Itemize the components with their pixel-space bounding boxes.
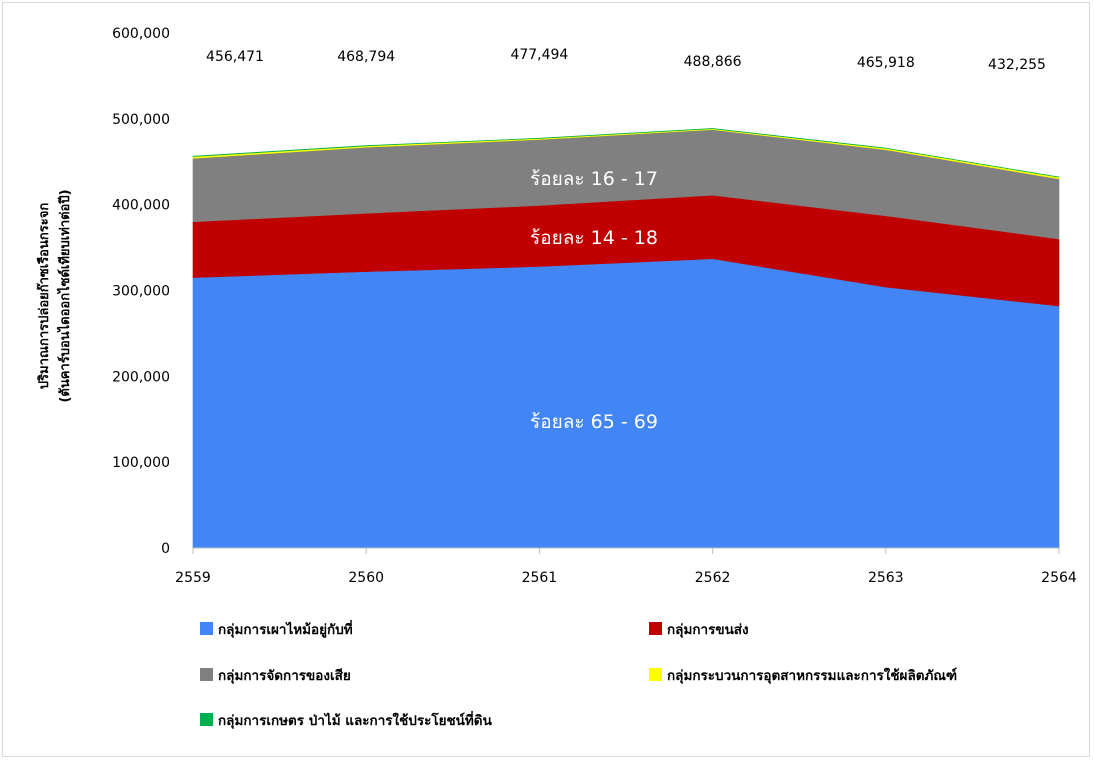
- y-tick-label-4: 400,000: [112, 198, 170, 214]
- legend-label-0: กลุ่มการเผาไหม้อยู่กับที่: [218, 619, 353, 638]
- legend-label-3: กลุ่มกระบวนการอุตสาหกรรมและการใช้ผลิตภัณ…: [667, 667, 957, 684]
- x-tick-label-5: 2564: [1041, 570, 1077, 586]
- y-tick-label-1: 100,000: [112, 455, 170, 471]
- legend-label-4: กลุ่มการเกษตร ป่าไม้ และการใช้ประโยชน์ที…: [218, 710, 493, 729]
- y-tick-label-0: 0: [161, 541, 170, 557]
- x-tick-label-1: 2560: [348, 570, 384, 586]
- y-tick-label-6: 600,000: [112, 26, 170, 42]
- y-tick-label-3: 300,000: [112, 284, 170, 300]
- legend-swatch-4: [200, 713, 213, 726]
- area-label-0: ร้อยละ 65 - 69: [530, 411, 658, 433]
- total-label-4: 465,918: [857, 55, 915, 71]
- total-label-2: 477,494: [510, 47, 568, 63]
- area-series-4: [192, 128, 1060, 178]
- y-tick-label-2: 200,000: [112, 369, 170, 385]
- total-label-1: 468,794: [337, 49, 395, 65]
- legend-swatch-1: [649, 622, 662, 635]
- y-axis-title-line-0: ปริมาณการปล่อยก๊าซเรือนกระจก: [36, 203, 52, 390]
- total-label-3: 488,866: [684, 54, 742, 70]
- area-label-2: ร้อยละ 16 - 17: [530, 168, 658, 190]
- x-tick-label-3: 2562: [695, 570, 731, 586]
- y-tick-label-5: 500,000: [112, 112, 170, 128]
- x-tick-label-2: 2561: [522, 570, 558, 586]
- area-series-0: [192, 258, 1060, 549]
- x-tick-label-0: 2559: [175, 570, 211, 586]
- legend-swatch-3: [649, 668, 662, 681]
- area-label-1: ร้อยละ 14 - 18: [530, 227, 658, 249]
- total-label-0: 456,471: [206, 49, 264, 65]
- legend-swatch-0: [200, 622, 213, 635]
- legend-swatch-2: [200, 668, 213, 681]
- total-label-5: 432,255: [988, 57, 1046, 73]
- y-axis-title-line-1: (ตันคาร์บอนไดออกไซด์เทียบเท่าต่อปี): [56, 189, 73, 402]
- legend-label-1: กลุ่มการขนส่ง: [667, 622, 749, 638]
- legend-label-2: กลุ่มการจัดการของเสีย: [218, 668, 351, 684]
- x-tick-label-4: 2563: [868, 570, 904, 586]
